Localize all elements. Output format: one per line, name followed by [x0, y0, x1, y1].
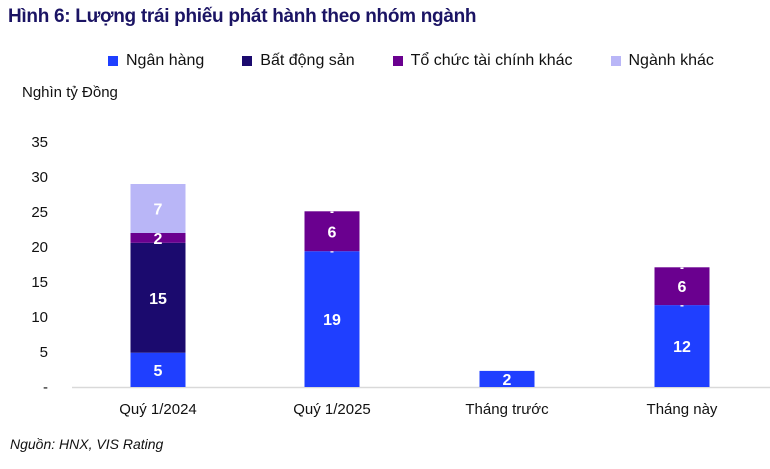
data-label: - — [680, 298, 684, 312]
y-tick-label: - — [43, 379, 48, 396]
source-note: Nguồn: HNX, VIS Rating — [10, 436, 164, 452]
y-tick-label: 10 — [31, 309, 48, 326]
y-tick-label: 25 — [31, 204, 48, 221]
data-label: - — [330, 204, 334, 218]
bar-segment — [654, 267, 710, 306]
chart-title: Hình 6: Lượng trái phiếu phát hành theo … — [8, 6, 477, 27]
bar-segment — [130, 233, 186, 243]
legend-item: Bất động sản — [242, 52, 355, 70]
bar-segment — [304, 251, 360, 387]
bar-segment — [130, 242, 186, 353]
legend-label: Ngân hàng — [126, 52, 205, 69]
legend-swatch — [108, 56, 118, 66]
data-label: 19 — [323, 312, 341, 329]
y-tick-label: 5 — [40, 344, 48, 361]
data-label: - — [680, 260, 684, 274]
bar-segment — [654, 305, 710, 387]
data-label: 15 — [149, 291, 167, 308]
x-tick-label: Quý 1/2024 — [119, 401, 197, 418]
legend-item: Ngành khác — [610, 52, 714, 70]
y-tick-label: 20 — [31, 239, 48, 256]
data-label: 12 — [673, 339, 691, 356]
data-label: 6 — [678, 279, 687, 296]
bar-segment — [130, 184, 186, 233]
y-tick-label: 15 — [31, 274, 48, 291]
legend-label: Bất động sản — [260, 52, 355, 69]
legend-swatch — [242, 56, 253, 66]
legend-swatch — [610, 56, 621, 66]
legend-item: Tổ chức tài chính khác — [392, 52, 573, 70]
bar-segment — [304, 211, 360, 252]
y-tick-label: 30 — [31, 169, 48, 186]
legend-label: Ngành khác — [628, 52, 714, 69]
bar-segment — [130, 352, 186, 387]
bar-segment — [479, 370, 535, 387]
data-label: 2 — [503, 372, 512, 389]
x-tick-label: Tháng trước — [465, 401, 549, 418]
legend-item: Ngân hàng — [108, 52, 204, 70]
data-label: 7 — [154, 202, 163, 219]
data-label: 5 — [154, 363, 163, 380]
legend-label: Tổ chức tài chính khác — [410, 52, 573, 69]
data-label: 2 — [154, 231, 163, 248]
data-label: 6 — [328, 224, 337, 241]
y-tick-label: 35 — [31, 134, 48, 151]
x-tick-label: Quý 1/2025 — [293, 401, 371, 418]
legend: Ngân hàng Bất động sản Tổ chức tài chính k… — [108, 52, 752, 70]
y-axis-label: Nghìn tỷ Đồng — [22, 84, 118, 101]
legend-swatch — [392, 56, 403, 66]
x-tick-label: Tháng này — [647, 401, 718, 418]
